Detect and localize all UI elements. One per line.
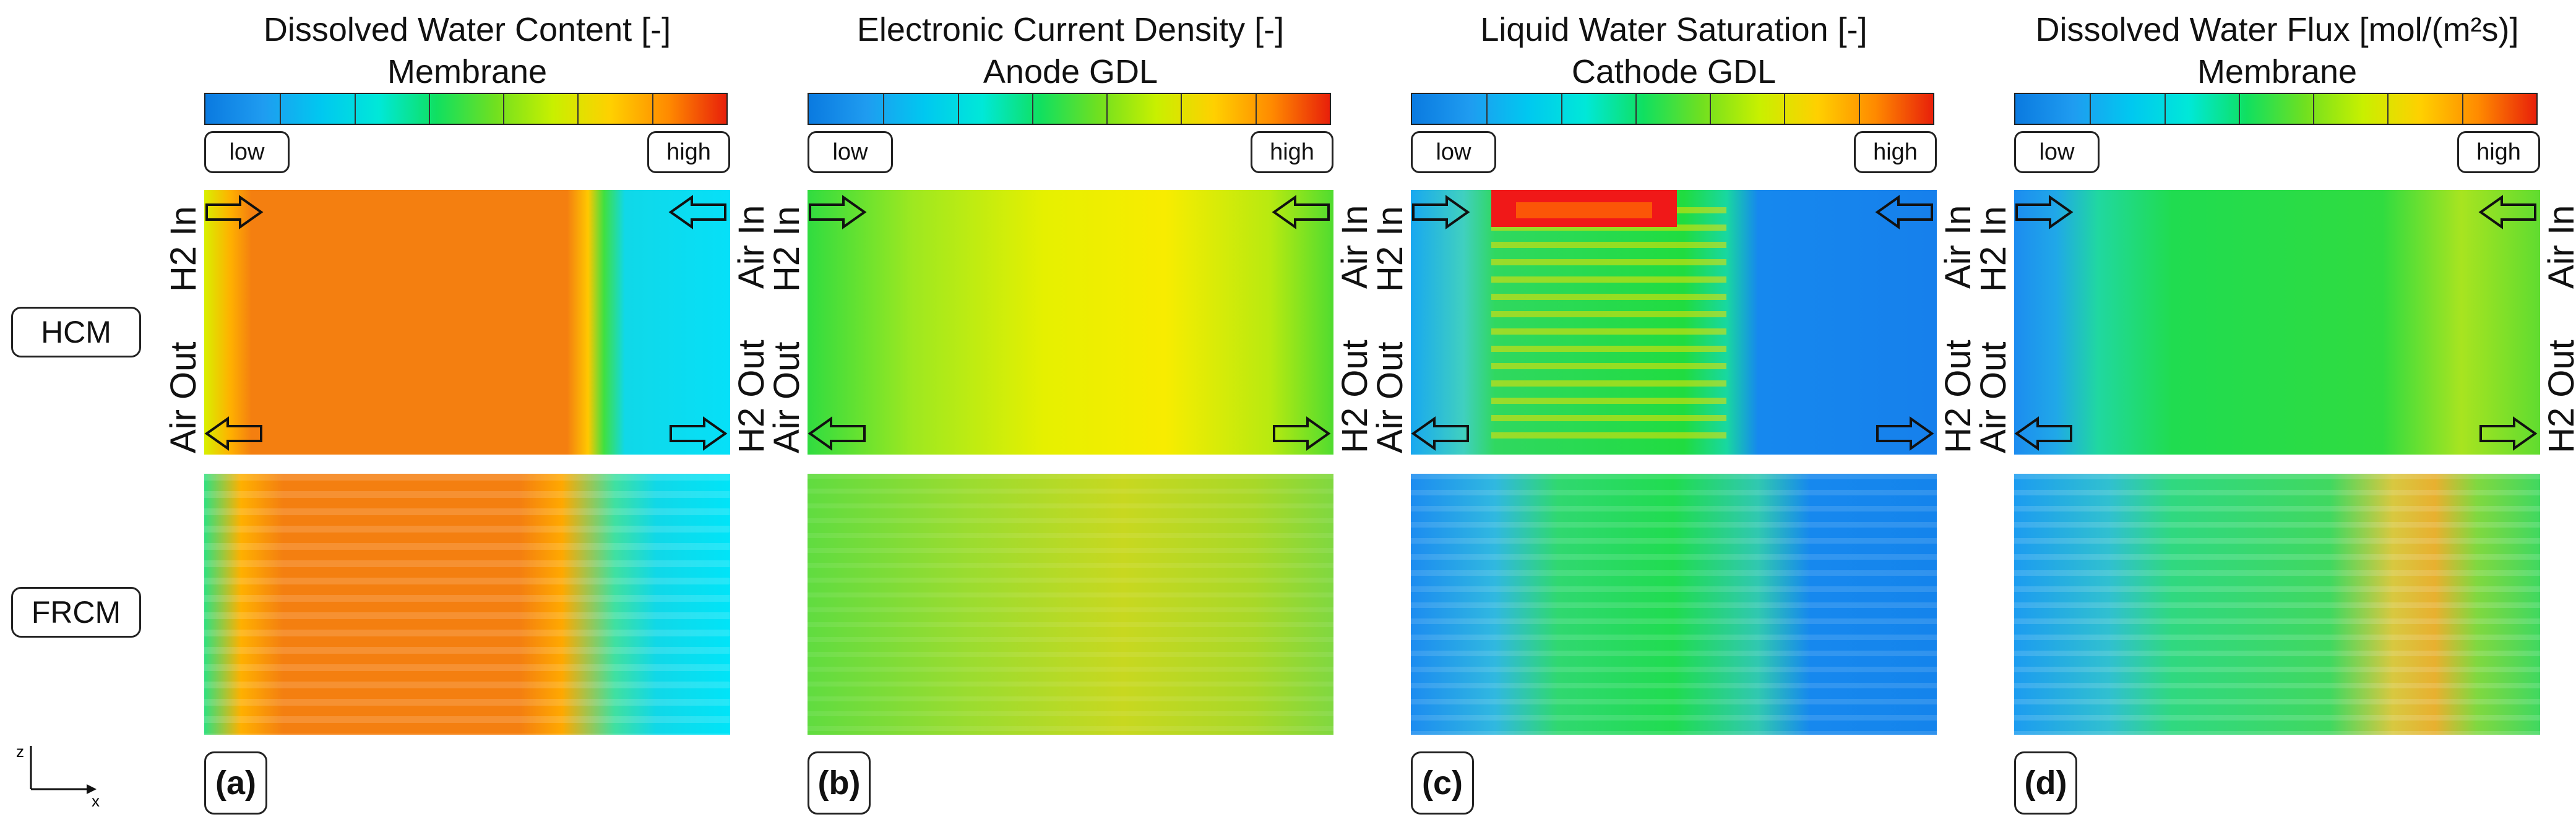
colorbar-tick	[652, 94, 653, 124]
port-label-air-out: Air Out	[1973, 341, 2014, 454]
inlet-arrow-h2-in	[2014, 195, 2074, 229]
panel-d-subtitle: Membrane	[2197, 53, 2358, 90]
outlet-arrow-h2-out	[668, 416, 728, 451]
outlet-arrow-air-out	[204, 416, 264, 451]
row-label-frcm: FRCM	[11, 587, 141, 638]
port-label-h2-out: H2 Out	[2541, 340, 2576, 453]
colorbar-tick	[1255, 94, 1257, 124]
inlet-arrow-air-in	[668, 195, 728, 229]
port-label-air-in: Air In	[2541, 205, 2576, 289]
panel-b-frcm-contour	[808, 474, 1333, 735]
outlet-arrow-air-out	[1411, 416, 1470, 451]
outlet-arrow-h2-out	[1875, 416, 1934, 451]
port-label-air-in: Air In	[731, 205, 772, 289]
colorbar-tick	[354, 94, 356, 124]
panel-c-colorbar	[1411, 93, 1934, 125]
outlet-arrow-air-out	[2014, 416, 2074, 451]
colorbar-tick	[2462, 94, 2463, 124]
panel-d-high-label: high	[2457, 131, 2540, 173]
panel-d-letter: (d)	[2014, 751, 2077, 815]
panel-a-hcm-contour	[204, 190, 730, 455]
colorbar-tick	[1710, 94, 1712, 124]
panel-b: Electronic Current Density [-] Anode GDL…	[767, 0, 1375, 817]
port-label-air-out: Air Out	[767, 341, 807, 454]
panel-d-low-label: low	[2014, 131, 2100, 173]
inlet-arrow-h2-in	[808, 195, 867, 229]
colorbar-tick	[957, 94, 959, 124]
port-label-h2-out: H2 Out	[731, 340, 772, 453]
colorbar-tick	[2387, 94, 2389, 124]
panel-b-subtitle: Anode GDL	[983, 53, 1158, 90]
panel-a-title: Dissolved Water Content [-]	[263, 11, 671, 48]
colorbar-tick	[577, 94, 579, 124]
colorbar-tick	[428, 94, 430, 124]
panel-a-letter: (a)	[204, 751, 267, 815]
panel-c-letter: (c)	[1411, 751, 1474, 815]
port-label-h2-in: H2 In	[163, 206, 204, 292]
panel-a-colorbar	[204, 93, 728, 125]
port-label-air-out: Air Out	[1370, 341, 1410, 454]
panel-c-title: Liquid Water Saturation [-]	[1480, 11, 1867, 48]
panel-a-high-label: high	[647, 131, 730, 173]
colorbar-tick	[1486, 94, 1488, 124]
colorbar-tick	[883, 94, 885, 124]
port-label-h2-out: H2 Out	[1335, 340, 1375, 453]
inlet-arrow-h2-in	[204, 195, 264, 229]
x-axis-arrowhead	[87, 784, 97, 794]
panel-d: Dissolved Water Flux [mol/(m²s)] Membran…	[1973, 0, 2576, 817]
z-axis-label: z	[16, 742, 24, 761]
port-label-h2-in: H2 In	[1973, 206, 2014, 292]
inlet-arrow-air-in	[1272, 195, 1331, 229]
colorbar-tick	[1181, 94, 1182, 124]
panel-a-low-label: low	[204, 131, 290, 173]
panel-c-high-label: high	[1854, 131, 1937, 173]
colorbar-tick	[1106, 94, 1108, 124]
colorbar-tick	[1858, 94, 1860, 124]
panel-b-colorbar	[808, 93, 1331, 125]
inlet-arrow-air-in	[1875, 195, 1934, 229]
panel-a-subtitle: Membrane	[387, 53, 548, 90]
panel-a: Dissolved Water Content [-] Membrane low…	[163, 0, 772, 817]
row-label-hcm: HCM	[11, 307, 141, 357]
colorbar-tick	[503, 94, 505, 124]
port-label-air-out: Air Out	[163, 341, 204, 454]
colorbar-tick	[280, 94, 282, 124]
panel-a-frcm-contour	[204, 474, 730, 735]
inlet-arrow-h2-in	[1411, 195, 1470, 229]
panel-b-hcm-contour	[808, 190, 1333, 455]
panel-d-frcm-contour	[2014, 474, 2540, 735]
colorbar-tick	[2090, 94, 2091, 124]
inlet-arrow-air-in	[2478, 195, 2538, 229]
x-axis-label: x	[92, 792, 100, 808]
outlet-arrow-h2-out	[1272, 416, 1331, 451]
colorbar-tick	[1032, 94, 1033, 124]
colorbar-tick	[2313, 94, 2315, 124]
panel-c-hcm-contour	[1411, 190, 1937, 455]
axes-indicator: z x	[16, 742, 100, 808]
colorbar-tick	[2238, 94, 2240, 124]
outlet-arrow-air-out	[808, 416, 867, 451]
colorbar-tick	[1635, 94, 1637, 124]
panel-b-title: Electronic Current Density [-]	[856, 11, 1285, 48]
outlet-arrow-h2-out	[2478, 416, 2538, 451]
panel-b-letter: (b)	[808, 751, 871, 815]
panel-b-low-label: low	[808, 131, 893, 173]
port-label-h2-out: H2 Out	[1938, 340, 1978, 453]
colorbar-tick	[1784, 94, 1786, 124]
colorbar-tick	[1561, 94, 1562, 124]
panel-c-low-label: low	[1411, 131, 1496, 173]
panel-c-subtitle: Cathode GDL	[1571, 53, 1777, 90]
port-label-air-in: Air In	[1335, 205, 1375, 289]
panel-c: Liquid Water Saturation [-] Cathode GDL …	[1370, 0, 1978, 817]
port-label-air-in: Air In	[1938, 205, 1978, 289]
panel-c-frcm-contour	[1411, 474, 1937, 735]
panel-b-high-label: high	[1251, 131, 1333, 173]
port-label-h2-in: H2 In	[767, 206, 807, 292]
panel-d-title: Dissolved Water Flux [mol/(m²s)]	[2035, 11, 2519, 48]
colorbar-tick	[2164, 94, 2166, 124]
port-label-h2-in: H2 In	[1370, 206, 1410, 292]
panel-d-colorbar	[2014, 93, 2538, 125]
panel-d-hcm-contour	[2014, 190, 2540, 455]
